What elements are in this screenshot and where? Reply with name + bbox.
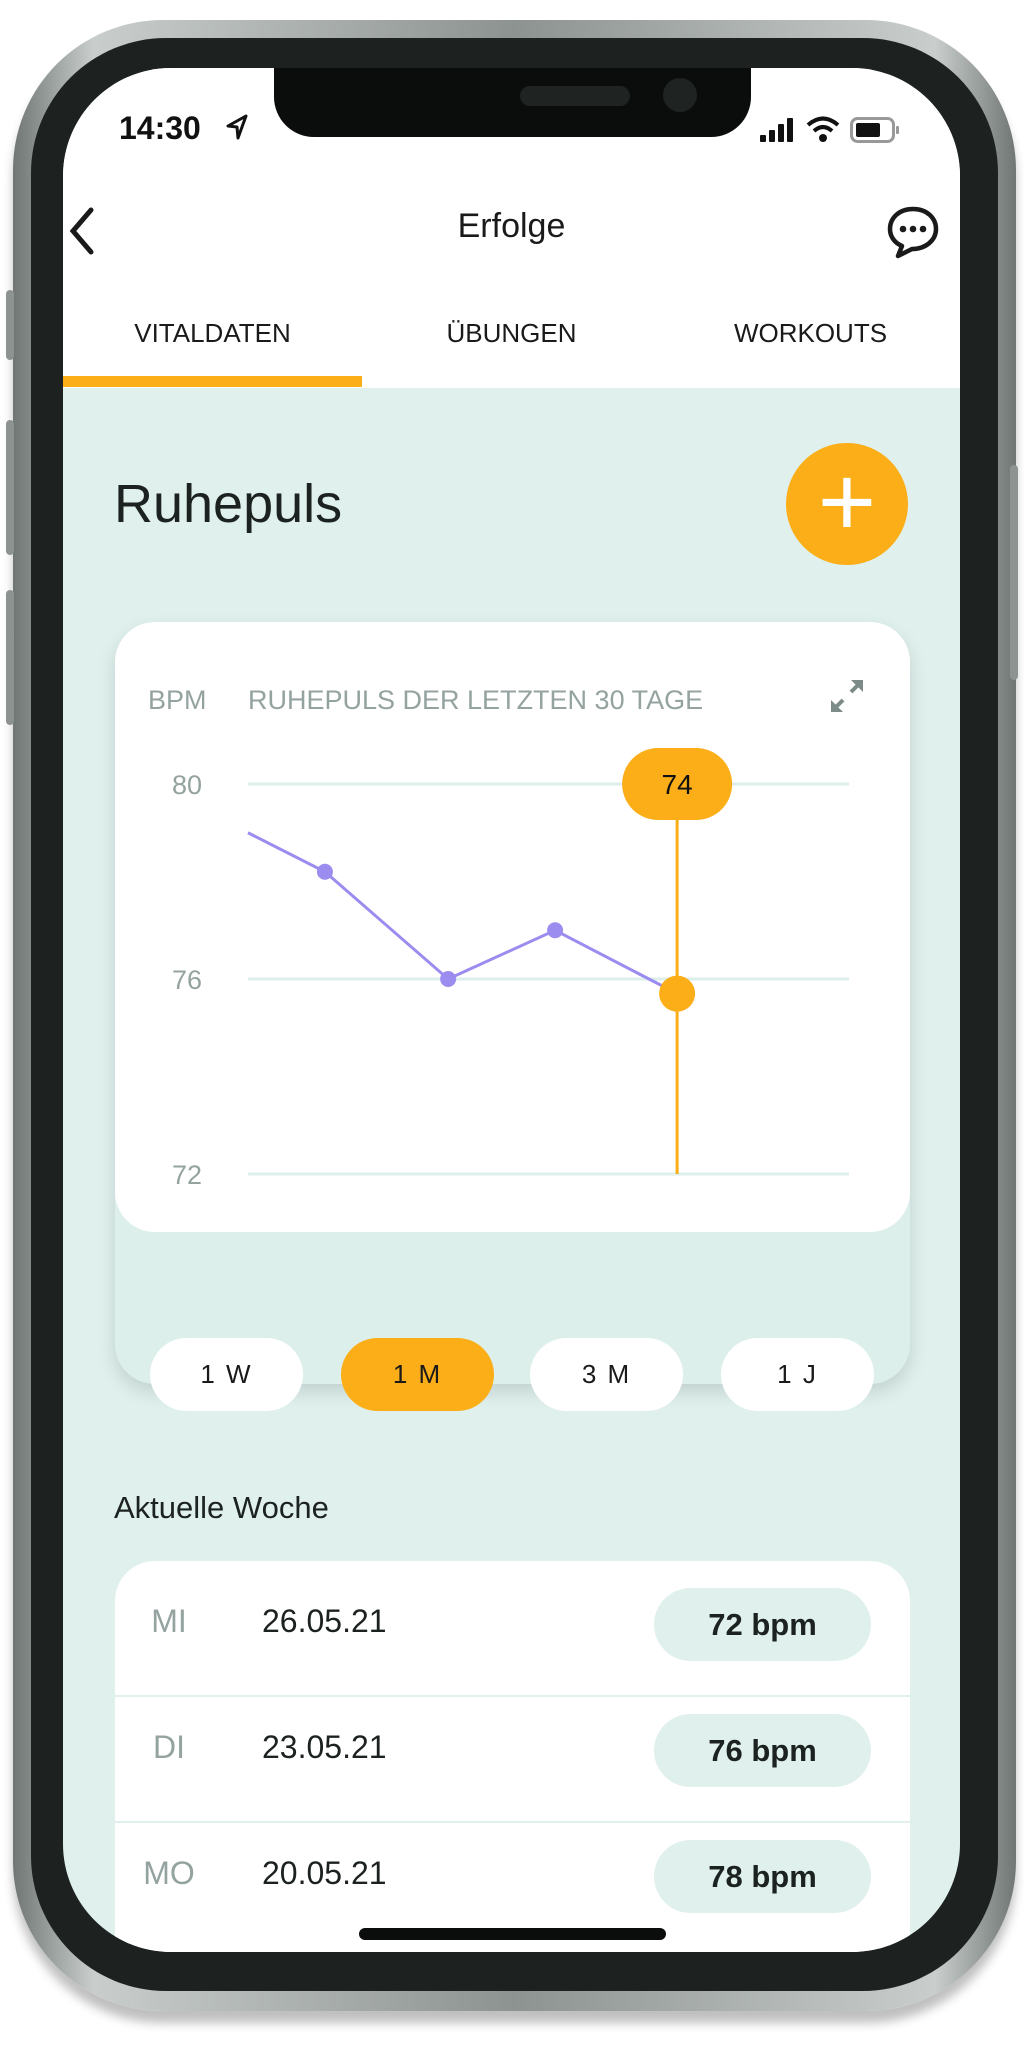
- range-1m-button[interactable]: 1 M: [341, 1338, 494, 1411]
- active-tab-indicator: [63, 376, 362, 387]
- bpm-badge: 72 bpm: [654, 1588, 871, 1661]
- highlighted-point: [659, 975, 696, 1012]
- data-point: [547, 922, 564, 939]
- page-header-title: Erfolge: [457, 207, 566, 245]
- tab-workouts[interactable]: WORKOUTS: [733, 318, 888, 348]
- plus-icon: +: [817, 446, 877, 558]
- home-indicator[interactable]: [359, 1928, 666, 1940]
- expand-icon[interactable]: [827, 676, 867, 716]
- volume-down-button: [6, 590, 14, 725]
- status-time: 14:30: [119, 110, 201, 146]
- bpm-badge: 78 bpm: [654, 1840, 871, 1913]
- signal-icon: [760, 118, 793, 142]
- speaker: [520, 86, 630, 106]
- camera: [663, 78, 697, 112]
- chat-bubble-icon[interactable]: [885, 204, 941, 260]
- page-title: Ruhepuls: [114, 474, 343, 534]
- location-arrow-icon: [226, 114, 248, 140]
- divider: [115, 1695, 910, 1697]
- wifi-icon: [806, 116, 840, 142]
- range-1w-button[interactable]: 1 W: [150, 1338, 303, 1411]
- date-label: 23.05.21: [262, 1729, 387, 1765]
- divider: [115, 1821, 910, 1823]
- line-chart: 80 76 72 74: [172, 748, 849, 1190]
- date-label: 20.05.21: [262, 1855, 387, 1891]
- y-tick-label: 72: [172, 1160, 202, 1190]
- data-point: [316, 863, 333, 880]
- week-list: MI 26.05.21 72 bpm DI 23.05.21 76 bpm MO…: [115, 1561, 910, 1952]
- chart-area: BPM RUHEPULS DER LETZTEN 30 TAGE 80 76 72 7…: [115, 622, 910, 1232]
- tab-vitaldaten[interactable]: VITALDATEN: [134, 318, 291, 348]
- list-item[interactable]: MI 26.05.21 72 bpm: [115, 1561, 910, 1687]
- list-item[interactable]: DI 23.05.21 76 bpm: [115, 1687, 910, 1813]
- day-label: MO: [143, 1855, 195, 1891]
- y-tick-label: 76: [172, 965, 202, 995]
- data-point: [440, 971, 457, 987]
- screen: 14:30 Erfolge VITALDATEN ÜBUNGEN WORKOUT…: [63, 68, 960, 1952]
- add-button[interactable]: +: [786, 443, 908, 565]
- chart-card: BPM RUHEPULS DER LETZTEN 30 TAGE 80 76 72 7…: [115, 622, 910, 1411]
- list-item[interactable]: MO 20.05.21 78 bpm: [115, 1813, 910, 1939]
- power-button: [1010, 465, 1018, 680]
- notch: [274, 68, 751, 137]
- day-label: DI: [153, 1729, 185, 1765]
- range-3m-button[interactable]: 3 M: [530, 1338, 683, 1411]
- mute-switch: [6, 290, 14, 360]
- chart-ylabel: BPM: [148, 685, 207, 715]
- y-tick-label: 80: [172, 770, 202, 800]
- tab-uebungen[interactable]: ÜBUNGEN: [446, 318, 577, 348]
- series-line: [247, 831, 678, 995]
- date-label: 26.05.21: [262, 1603, 387, 1639]
- tooltip-label: 74: [662, 769, 693, 800]
- battery-icon: [850, 117, 899, 143]
- back-button[interactable]: [63, 206, 99, 256]
- range-1j-button[interactable]: 1 J: [721, 1338, 874, 1411]
- chart-title: RUHEPULS DER LETZTEN 30 TAGE: [248, 685, 704, 715]
- tooltip-badge: [622, 748, 733, 820]
- week-section-title: Aktuelle Woche: [114, 1490, 329, 1525]
- day-label: MI: [151, 1603, 187, 1639]
- bpm-badge: 76 bpm: [654, 1714, 871, 1787]
- volume-up-button: [6, 420, 14, 555]
